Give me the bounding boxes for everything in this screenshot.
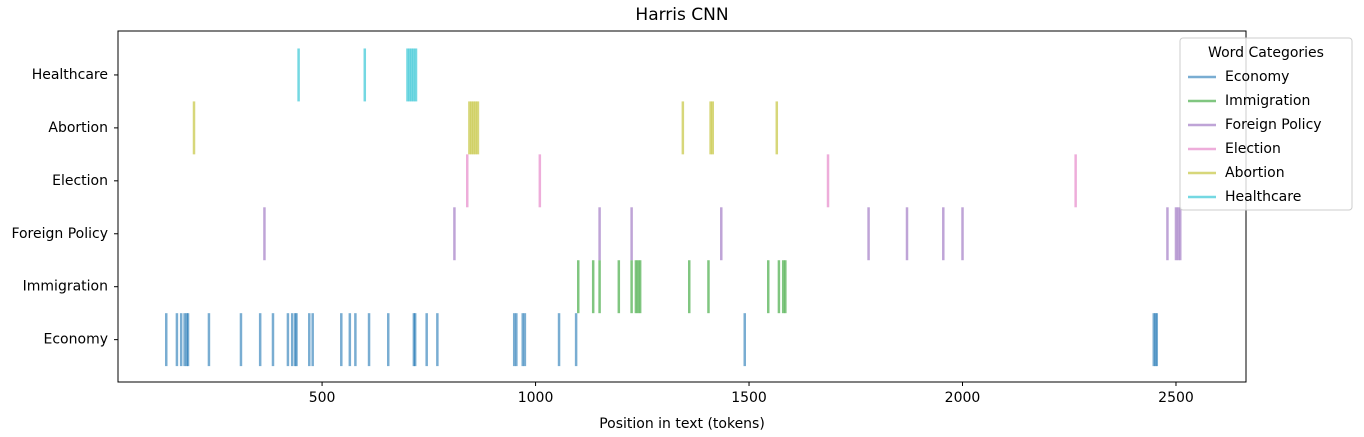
legend-box	[1179, 37, 1353, 211]
y-tick-label: Economy	[44, 332, 108, 348]
y-tick-label: Election	[52, 173, 108, 189]
x-tick-label: 2500	[1158, 390, 1194, 406]
y-tick-label: Healthcare	[32, 67, 108, 83]
legend-label: Immigration	[1225, 93, 1310, 109]
legend-title: Word Categories	[1208, 45, 1324, 61]
x-axis-label: Position in text (tokens)	[599, 416, 765, 432]
y-tick-label: Abortion	[48, 120, 108, 136]
y-tick-label: Immigration	[23, 279, 108, 295]
y-tick-label: Foreign Policy	[11, 226, 108, 242]
chart-title: Harris CNN	[635, 5, 728, 25]
x-tick-label: 2000	[945, 390, 981, 406]
legend-label: Economy	[1225, 69, 1289, 85]
legend: Word Categories Economy Immigration Foreign…	[1179, 37, 1353, 211]
legend-label: Abortion	[1225, 165, 1285, 181]
legend-label: Healthcare	[1225, 189, 1301, 205]
legend-label: Foreign Policy	[1225, 117, 1322, 133]
x-tick-label: 1000	[518, 390, 554, 406]
x-tick-label: 500	[309, 390, 336, 406]
legend-label: Election	[1225, 141, 1281, 157]
x-tick-label: 1500	[731, 390, 767, 406]
